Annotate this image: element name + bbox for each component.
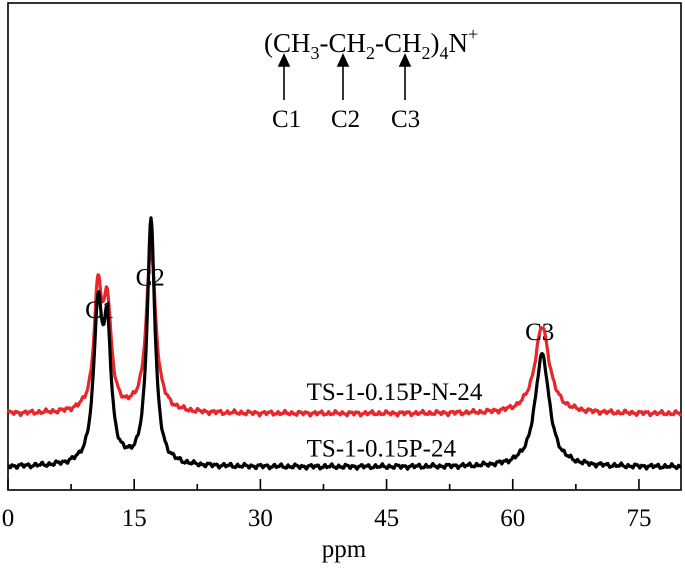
- x-tick-label: 45: [374, 505, 399, 532]
- structure-arrows: [277, 53, 412, 100]
- formula-sub-3: 2: [422, 43, 431, 63]
- spectrum-line-ts-1-0.15p-24: [6, 216, 682, 471]
- structure-label-c1: C1: [272, 106, 301, 133]
- formula-mid-1: -CH: [320, 28, 367, 58]
- structure-label-c3: C3: [391, 106, 420, 133]
- formula-mid-2: -CH: [375, 28, 422, 58]
- x-axis-label: ppm: [322, 536, 367, 563]
- peak-label-c1: C1: [85, 297, 114, 324]
- x-tick-label: 75: [626, 505, 651, 532]
- x-axis-tick-labels: 0 15 30 45 60 75: [2, 505, 652, 532]
- series-labels: TS-1-0.15P-N-24 TS-1-0.15P-24: [307, 379, 483, 462]
- formula-sub-4: 4: [440, 43, 449, 63]
- series-label-1: TS-1-0.15P-24: [307, 435, 457, 462]
- chemical-structure: (CH3-CH2-CH2)4N+ C1 C2 C3: [264, 24, 478, 133]
- x-tick-label: 15: [122, 505, 147, 532]
- peak-label-c3: C3: [525, 319, 554, 346]
- plot-frame: [7, 2, 682, 491]
- structure-formula: (CH3-CH2-CH2)4N+: [264, 24, 478, 63]
- structure-label-c2: C2: [331, 106, 360, 133]
- x-tick-label: 30: [248, 505, 273, 532]
- x-axis-ticks: [7, 479, 640, 490]
- x-tick-label: 60: [500, 505, 525, 532]
- arrow-c1-head: [277, 53, 291, 67]
- series-label-0: TS-1-0.15P-N-24: [307, 379, 483, 406]
- arrow-c3-head: [398, 53, 412, 67]
- arrow-c2-head: [336, 53, 350, 67]
- formula-sub-2: 2: [366, 43, 375, 63]
- formula-close: ): [431, 28, 440, 58]
- formula-charge: +: [468, 24, 478, 44]
- formula-open: (CH: [264, 28, 311, 58]
- x-tick-label: 0: [2, 505, 15, 532]
- spectrum-line-ts-1-0.15p-n-24: [6, 246, 683, 418]
- peak-labels: C1 C2 C3: [85, 264, 554, 346]
- peak-label-c2: C2: [136, 264, 165, 291]
- formula-n: N: [449, 28, 469, 58]
- formula-sub-1: 3: [311, 43, 320, 63]
